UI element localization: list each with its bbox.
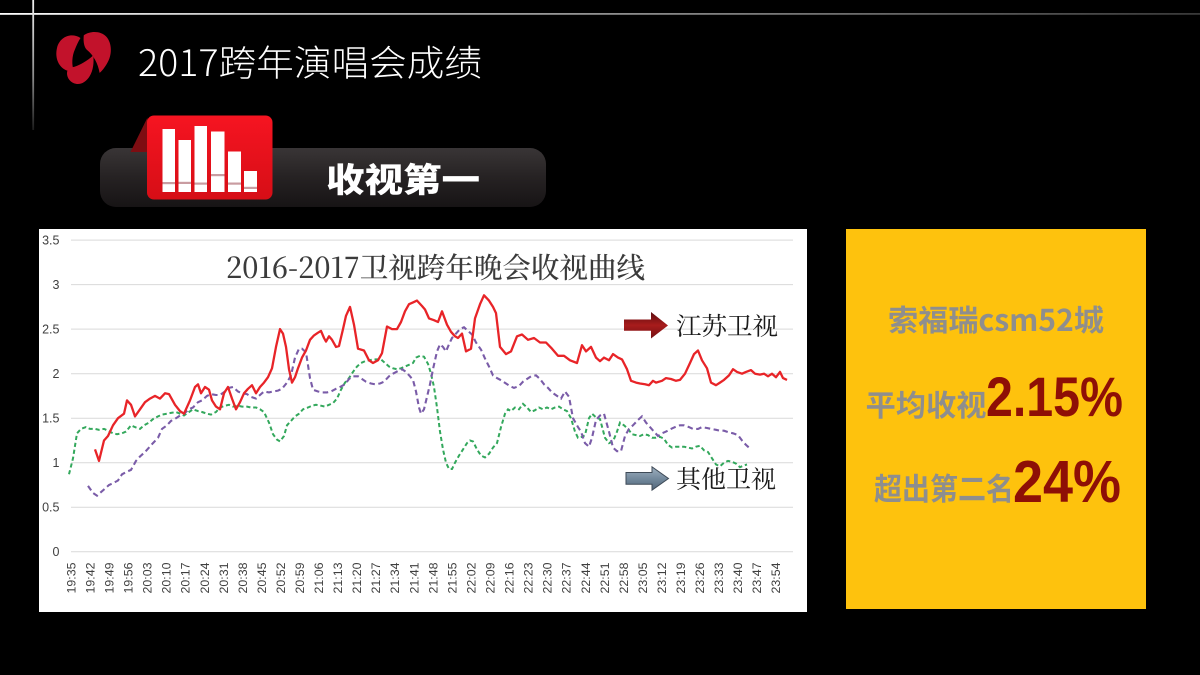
svg-text:23:19: 23:19 (674, 562, 688, 593)
svg-text:21:27: 21:27 (369, 562, 383, 593)
svg-text:22:44: 22:44 (579, 562, 593, 593)
svg-text:21:20: 21:20 (350, 562, 364, 593)
svg-text:22:37: 22:37 (560, 562, 574, 593)
svg-text:20:17: 20:17 (179, 562, 193, 593)
svg-text:0.5: 0.5 (42, 501, 59, 515)
svg-text:21:06: 21:06 (312, 562, 326, 593)
svg-text:22:16: 22:16 (503, 562, 517, 593)
svg-text:22:51: 22:51 (598, 562, 612, 593)
svg-text:23:12: 23:12 (655, 562, 669, 593)
svg-text:19:56: 19:56 (122, 562, 136, 593)
svg-text:0: 0 (53, 545, 60, 559)
svg-text:20:52: 20:52 (274, 562, 288, 593)
svg-text:2.5: 2.5 (42, 322, 59, 336)
svg-text:23:40: 23:40 (731, 562, 745, 593)
svg-text:20:45: 20:45 (255, 562, 269, 593)
svg-text:3: 3 (53, 278, 60, 292)
svg-text:23:26: 23:26 (693, 562, 707, 593)
svg-text:21:41: 21:41 (407, 562, 421, 593)
svg-text:23:33: 23:33 (712, 562, 726, 593)
svg-text:22:30: 22:30 (541, 562, 555, 593)
svg-text:20:38: 20:38 (236, 562, 250, 593)
svg-text:19:42: 19:42 (84, 562, 98, 593)
svg-text:20:24: 20:24 (198, 562, 212, 593)
svg-text:1.5: 1.5 (42, 412, 59, 426)
svg-text:24%: 24% (1013, 449, 1121, 515)
svg-text:20:31: 20:31 (217, 562, 231, 593)
svg-text:22:23: 22:23 (522, 562, 536, 593)
svg-text:20:10: 20:10 (160, 562, 174, 593)
svg-text:21:55: 21:55 (445, 562, 459, 593)
svg-text:1: 1 (53, 456, 60, 470)
svg-text:2: 2 (53, 367, 60, 381)
svg-text:2.15%: 2.15% (986, 365, 1123, 428)
svg-text:19:35: 19:35 (64, 562, 78, 593)
svg-text:19:49: 19:49 (103, 562, 117, 593)
svg-text:22:58: 22:58 (617, 562, 631, 593)
svg-text:21:13: 21:13 (331, 562, 345, 593)
svg-text:21:48: 21:48 (426, 562, 440, 593)
svg-text:20:03: 20:03 (141, 562, 155, 593)
svg-text:22:02: 22:02 (464, 562, 478, 593)
svg-text:21:34: 21:34 (388, 562, 402, 593)
svg-text:20:59: 20:59 (293, 562, 307, 593)
svg-text:23:47: 23:47 (750, 562, 764, 593)
svg-text:23:05: 23:05 (636, 562, 650, 593)
svg-text:23:54: 23:54 (769, 562, 783, 593)
svg-text:22:09: 22:09 (484, 562, 498, 593)
svg-text:3.5: 3.5 (42, 233, 59, 247)
